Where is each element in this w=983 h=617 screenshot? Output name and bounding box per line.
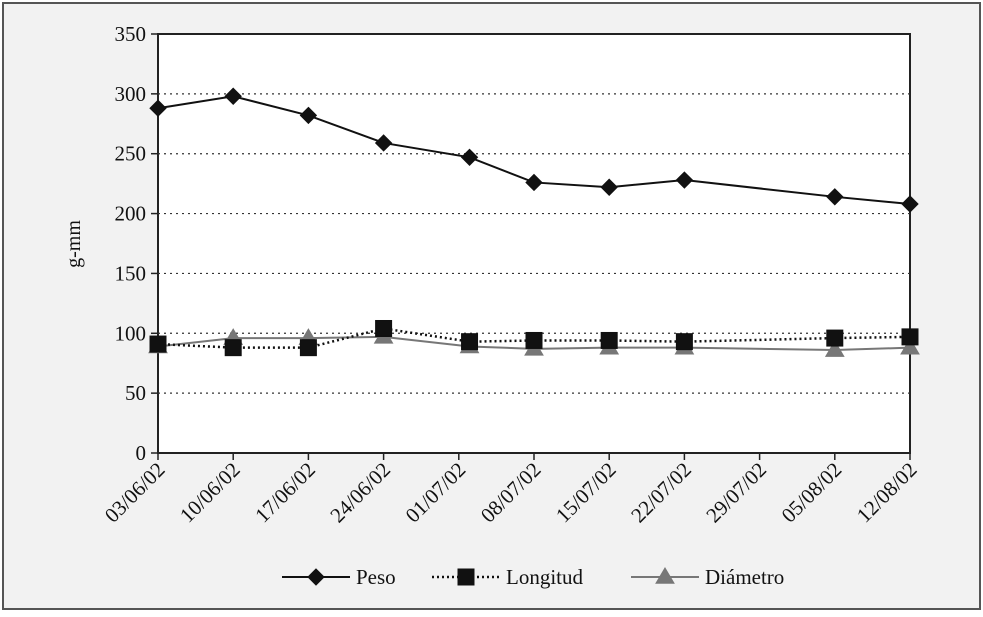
series-longitud <box>149 319 919 357</box>
y-tick-label: 150 <box>115 261 147 285</box>
legend-label: Diámetro <box>705 565 784 589</box>
data-point <box>149 335 167 353</box>
data-point <box>675 171 694 189</box>
y-tick-label: 300 <box>115 82 147 106</box>
data-point <box>375 319 393 337</box>
data-point <box>224 339 242 357</box>
data-point <box>901 328 919 346</box>
data-point <box>460 148 479 167</box>
legend-marker <box>655 567 675 584</box>
data-point <box>675 333 693 351</box>
series-group <box>148 87 920 357</box>
data-point <box>826 329 844 347</box>
y-axis-label: g-mm <box>63 220 85 268</box>
series-line <box>157 335 911 352</box>
y-tick-label: 250 <box>115 142 147 166</box>
legend-label: Peso <box>356 565 396 589</box>
data-point <box>299 339 317 357</box>
data-point <box>824 340 845 357</box>
series-peso <box>149 87 919 213</box>
data-point <box>374 134 393 152</box>
legend-label: Longitud <box>506 565 583 589</box>
y-tick-label: 0 <box>136 441 147 465</box>
series-line <box>157 95 911 205</box>
data-point <box>826 188 844 206</box>
data-point <box>525 173 543 192</box>
data-point <box>461 333 479 351</box>
y-tick-label: 200 <box>115 202 147 226</box>
y-tick-label: 350 <box>115 22 147 46</box>
legend-marker <box>307 568 325 586</box>
data-point <box>901 195 919 213</box>
y-tick-label: 100 <box>115 321 147 345</box>
legend-item: Peso <box>282 565 396 589</box>
legend-marker <box>457 568 475 586</box>
plot-area <box>157 33 911 454</box>
data-point <box>525 331 543 349</box>
series-line <box>157 327 911 349</box>
legend-item: Diámetro <box>631 565 784 589</box>
y-tick-label: 50 <box>125 381 146 405</box>
data-point <box>299 106 318 125</box>
data-point <box>600 178 618 196</box>
legend-item: Longitud <box>432 565 583 589</box>
legend: Peso Longitud Diámetro <box>282 565 784 589</box>
data-point <box>149 99 167 117</box>
data-point <box>600 331 618 349</box>
data-point <box>900 337 920 355</box>
data-point <box>224 87 242 105</box>
